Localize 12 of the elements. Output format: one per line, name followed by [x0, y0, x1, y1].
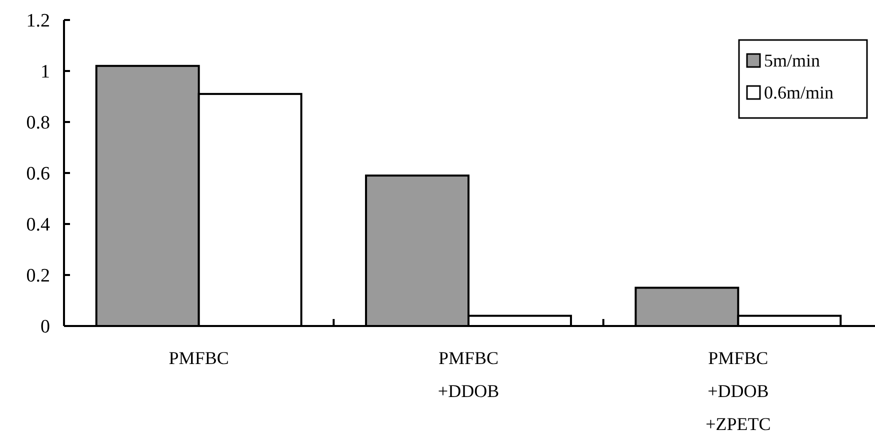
- y-tick-label: 1.2: [26, 10, 50, 32]
- x-tick-label: PMFBC +DDOB: [438, 348, 500, 401]
- y-tick-label: 1: [40, 62, 50, 83]
- y-tick-label: 0.6: [26, 164, 50, 185]
- y-tick-label: 0.4: [26, 214, 50, 236]
- y-tick-label: 0: [40, 316, 50, 338]
- legend-label: 0.6m/min: [764, 82, 834, 102]
- x-tick-label: PMFBC: [168, 348, 229, 368]
- y-tick-label: 0.8: [26, 112, 50, 134]
- legend-label: 5m/min: [764, 50, 820, 70]
- x-tick-label: PMFBC +DDOB +ZPETC: [706, 348, 771, 434]
- y-tick-label: 0.2: [26, 266, 50, 287]
